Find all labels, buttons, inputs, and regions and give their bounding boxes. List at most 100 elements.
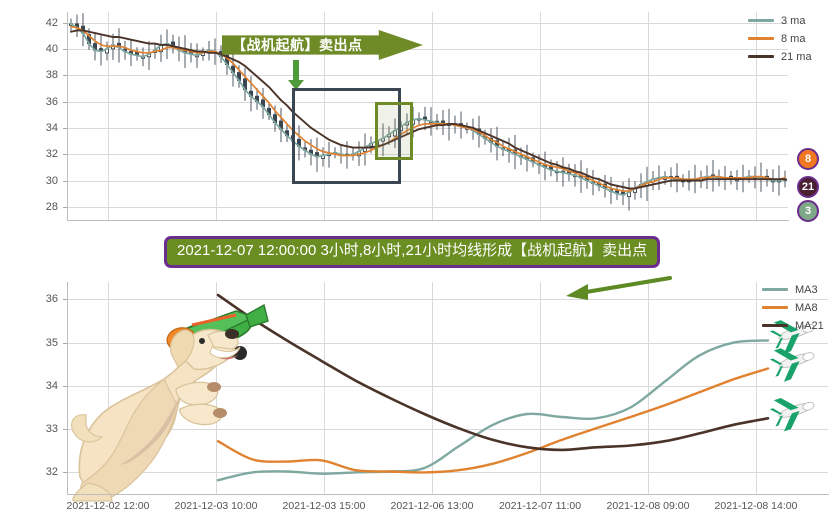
y-axis-tick-label: 32 xyxy=(45,148,58,161)
gridline xyxy=(68,22,788,24)
legend-label: MA8 xyxy=(795,301,818,314)
y-axis-tick-label: 28 xyxy=(45,200,58,213)
y-axis-tick-label: 34 xyxy=(45,121,58,134)
top-plot-area xyxy=(68,12,788,220)
gridline xyxy=(324,12,325,220)
ma-detail-panel: 36 35 34 33 32 xyxy=(0,272,839,520)
x-axis-line xyxy=(67,220,789,221)
gridline xyxy=(540,282,541,494)
y-axis-tick-mark xyxy=(63,206,67,208)
gridline xyxy=(68,206,788,208)
crossover-highlight-box xyxy=(375,102,413,160)
gridline xyxy=(68,472,828,474)
legend-label: 3 ma xyxy=(781,14,806,27)
x-axis-tick-label: 2021-12-08 14:00 xyxy=(714,500,798,512)
y-axis-tick-mark xyxy=(63,75,67,77)
gridline xyxy=(756,12,757,220)
x-axis-tick-label: 2021-12-07 11:00 xyxy=(498,500,582,512)
y-axis-tick-label: 34 xyxy=(45,379,58,392)
y-axis-tick-mark xyxy=(63,429,67,431)
top-chart-legend: 3 ma 8 ma 21 ma xyxy=(748,13,812,67)
y-axis-tick-label: 36 xyxy=(45,95,58,108)
legend-item: 21 ma xyxy=(748,49,812,64)
legend-swatch xyxy=(762,288,788,291)
bottom-chart-canvas xyxy=(216,293,815,482)
legend-swatch xyxy=(748,19,774,22)
y-axis-tick-label: 40 xyxy=(45,42,58,55)
ma-value-badge: 21 xyxy=(797,176,819,198)
gridline xyxy=(108,12,109,220)
y-axis-tick-label: 32 xyxy=(45,466,58,479)
signal-banner: 2021-12-07 12:00:00 3小时,8小时,21小时均线形成【战机起… xyxy=(164,236,661,268)
x-axis-tick-label: 2021-12-06 13:00 xyxy=(390,500,474,512)
gridline xyxy=(68,127,788,129)
airplane-icon xyxy=(769,397,815,432)
legend-swatch xyxy=(762,324,788,327)
airplane-icon xyxy=(769,348,815,382)
y-axis-tick-mark xyxy=(63,22,67,24)
gridline xyxy=(68,75,788,77)
y-axis-tick-mark xyxy=(63,48,67,50)
gridline xyxy=(68,180,788,182)
x-axis-tick-label: 2021-12-02 12:00 xyxy=(66,500,150,512)
y-axis-tick-label: 33 xyxy=(45,423,58,436)
gridline xyxy=(216,12,217,220)
legend-label: MA3 xyxy=(795,283,818,296)
gridline xyxy=(648,12,649,220)
gridline xyxy=(108,282,109,494)
y-axis-tick-mark xyxy=(63,180,67,182)
gridline xyxy=(68,342,828,344)
y-axis-line xyxy=(67,282,68,495)
gridline xyxy=(68,429,828,431)
legend-label: 21 ma xyxy=(781,50,812,63)
y-axis-tick-mark xyxy=(63,154,67,156)
x-axis-line xyxy=(67,494,829,495)
down-arrow-icon xyxy=(288,60,304,90)
legend-item: MA8 xyxy=(762,300,824,315)
legend-item: MA3 xyxy=(762,282,824,297)
gridline xyxy=(540,12,541,220)
gridline xyxy=(324,282,325,494)
legend-swatch xyxy=(762,306,788,309)
y-axis-tick-label: 42 xyxy=(45,16,58,29)
dog-icon xyxy=(71,328,241,502)
legend-swatch xyxy=(748,37,774,40)
x-axis-tick-label: 2021-12-03 10:00 xyxy=(174,500,258,512)
price-candlestick-panel: 42 40 38 36 34 32 30 28 3 ma 8 ma 21 ma 【战机起航】卖出点… xyxy=(0,0,839,232)
bottom-chart-legend: MA3 MA8 MA21 xyxy=(762,282,824,336)
gridline xyxy=(432,12,433,220)
ma-value-badge: 8 xyxy=(797,148,819,170)
y-axis-tick-mark xyxy=(63,342,67,344)
gridline xyxy=(68,48,788,50)
y-axis-tick-mark xyxy=(63,385,67,387)
gridline xyxy=(68,299,828,301)
legend-item: MA21 xyxy=(762,318,824,333)
left-arrow-annotation xyxy=(566,276,672,300)
y-axis-tick-label: 35 xyxy=(45,336,58,349)
y-axis-tick-mark xyxy=(63,299,67,301)
gridline xyxy=(68,101,788,103)
gridline xyxy=(432,282,433,494)
x-axis-tick-label: 2021-12-03 15:00 xyxy=(282,500,366,512)
gridline xyxy=(68,154,788,156)
bottom-plot-area xyxy=(68,276,828,502)
legend-item: 3 ma xyxy=(748,13,812,28)
gridline xyxy=(648,282,649,494)
y-axis-tick-mark xyxy=(63,101,67,103)
legend-swatch xyxy=(748,55,774,58)
sell-signal-label: 【战机起航】卖出点 xyxy=(232,37,363,53)
y-axis-tick-mark xyxy=(63,472,67,474)
dog-catching-plane-illustration xyxy=(71,303,269,502)
top-chart-canvas xyxy=(68,13,788,211)
y-axis-tick-label: 38 xyxy=(45,69,58,82)
gridline xyxy=(756,282,757,494)
y-axis-line xyxy=(67,12,68,221)
signal-banner-text: 2021-12-07 12:00:00 3小时,8小时,21小时均线形成【战机起… xyxy=(177,242,648,259)
y-axis-tick-label: 36 xyxy=(45,293,58,306)
legend-label: MA21 xyxy=(795,319,824,332)
y-axis-tick-mark xyxy=(63,127,67,129)
legend-item: 8 ma xyxy=(748,31,812,46)
y-axis-tick-label: 30 xyxy=(45,174,58,187)
gridline xyxy=(68,385,828,387)
